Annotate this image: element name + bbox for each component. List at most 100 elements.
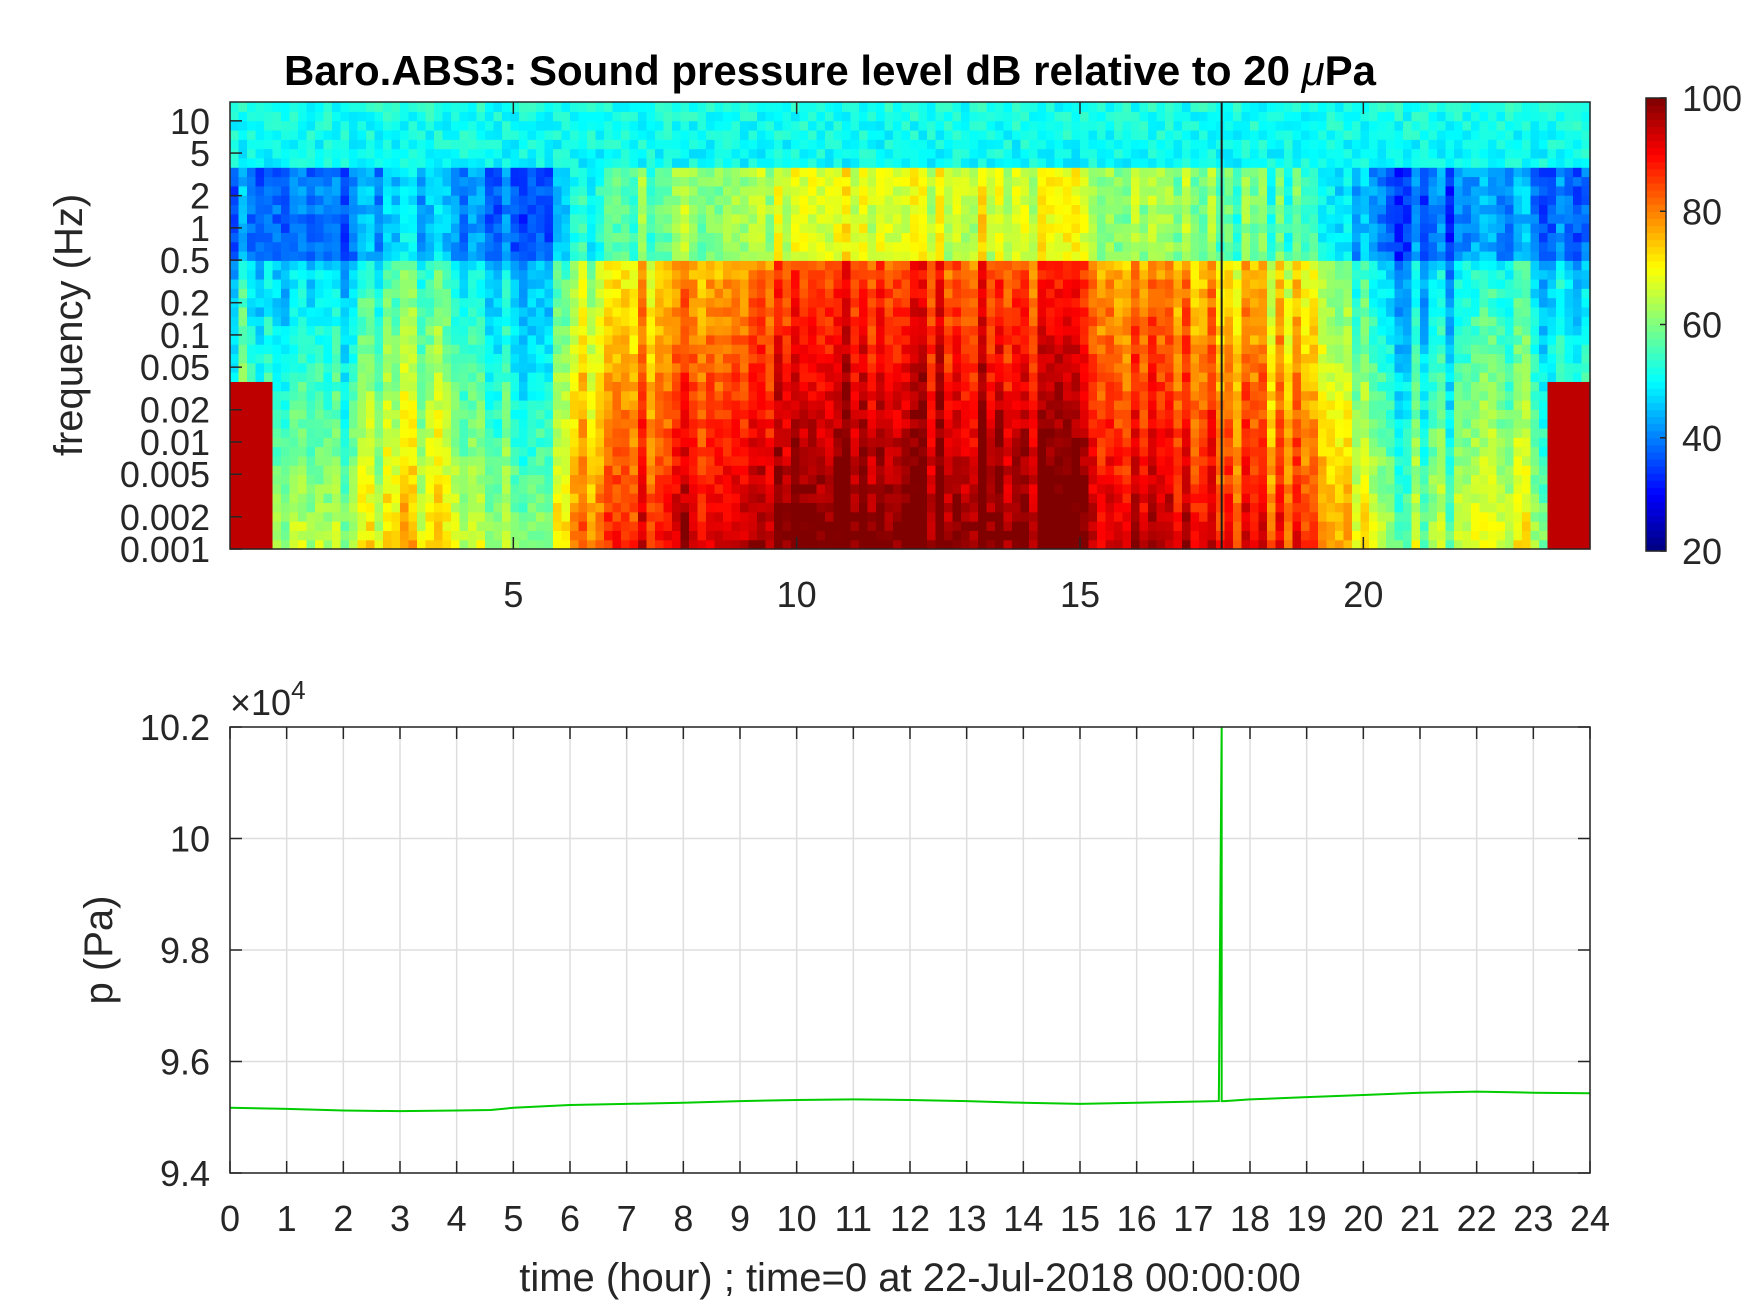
spectrogram-cell	[689, 511, 699, 522]
spectrogram-cell	[289, 278, 299, 289]
spectrogram-cell	[374, 390, 384, 401]
spectrogram-cell	[247, 409, 257, 420]
spectrogram-cell	[646, 418, 656, 429]
spectrogram-cell	[782, 223, 792, 233]
spectrogram-cell	[281, 297, 291, 308]
spectrogram-cell	[604, 539, 614, 550]
spectrogram-cell	[850, 334, 860, 345]
spectrogram-cell	[816, 409, 826, 420]
spectrogram-cell	[850, 288, 860, 299]
spectrogram-cell	[451, 176, 461, 187]
spectrogram-cell	[714, 502, 724, 513]
spectrogram-cell	[442, 120, 452, 131]
spectrogram-cell	[315, 390, 325, 401]
spectrogram-cell	[289, 102, 299, 112]
spectrogram-cell	[663, 539, 673, 550]
spectrogram-cell	[434, 316, 444, 327]
spectrogram-cell	[808, 474, 818, 485]
spectrogram-cell	[612, 353, 622, 364]
spectrogram-cell	[349, 334, 359, 345]
spectrogram-cell	[578, 325, 588, 336]
spectrogram-cell	[553, 521, 563, 531]
spectrogram-cell	[1012, 260, 1022, 271]
spectrogram-cell	[842, 437, 852, 448]
spectrogram-cell	[451, 241, 461, 252]
spectrogram-cell	[553, 325, 563, 336]
spectrogram-cell	[646, 521, 656, 531]
spectrogram-cell	[366, 102, 376, 112]
spectrogram-cell	[995, 381, 1005, 392]
spectrogram-cell	[1105, 120, 1115, 131]
spectrogram-cell	[281, 493, 291, 504]
spectrogram-cell	[638, 465, 648, 476]
spectrogram-cell	[425, 409, 435, 420]
spectrogram-cell	[884, 139, 894, 150]
spectrogram-cell	[289, 120, 299, 131]
spectrogram-cell	[595, 232, 605, 243]
spectrogram-cell	[570, 195, 580, 206]
spectrogram-cell	[859, 539, 869, 550]
spectrogram-cell	[621, 381, 631, 392]
spectrogram-cell	[850, 409, 860, 420]
spectrogram-cell	[952, 232, 962, 243]
spectrogram-cell	[816, 204, 826, 215]
spectrogram-cell	[434, 129, 444, 140]
spectrogram-cell	[1080, 427, 1090, 438]
spectrogram-cell	[561, 334, 571, 345]
spectrogram-cell	[850, 306, 860, 317]
spectrogram-cell	[434, 111, 444, 122]
spectrogram-cell	[595, 223, 605, 233]
spectrogram-cell	[1080, 316, 1090, 327]
spectrogram-cell	[952, 418, 962, 429]
spectrogram-cell	[689, 195, 699, 206]
spectrogram-cell	[281, 232, 291, 243]
spectrogram-cell	[400, 213, 410, 224]
spectrogram-cell	[884, 474, 894, 485]
spectrogram-cell	[332, 493, 342, 504]
spectrogram-cell	[1088, 260, 1098, 271]
spectrogram-cell	[544, 353, 554, 364]
spectrogram-cell	[1037, 129, 1047, 140]
spectrogram-cell	[578, 409, 588, 420]
spectrogram-cell	[595, 511, 605, 522]
spectrogram-cell	[519, 474, 529, 485]
spectrogram-cell	[357, 409, 367, 420]
spectrogram-cell	[1012, 511, 1022, 522]
spectrogram-cell	[731, 390, 741, 401]
spectrogram-cell	[859, 325, 869, 336]
spectrogram-cell	[493, 223, 503, 233]
spectrogram-cell	[425, 362, 435, 373]
spectrogram-cell	[1046, 344, 1056, 355]
spectrogram-cell	[612, 251, 622, 261]
spectrogram-cell	[910, 260, 920, 271]
spectrogram-cell	[1097, 427, 1107, 438]
spectrogram-cell	[340, 493, 350, 504]
spectrogram-cell	[408, 306, 418, 317]
spectrogram-cell	[842, 409, 852, 420]
spectrogram-cell	[578, 232, 588, 243]
spectrogram-cell	[918, 204, 928, 215]
spectrogram-cell	[901, 129, 911, 140]
spectrogram-cell	[289, 465, 299, 476]
spectrogram-cell	[357, 306, 367, 317]
spectrogram-cell	[332, 223, 342, 233]
spectrogram-cell	[893, 362, 903, 373]
spectrogram-cell	[357, 185, 367, 196]
spectrogram-cell	[825, 530, 835, 541]
spectrogram-cell	[417, 353, 427, 364]
spectrogram-cell	[357, 232, 367, 243]
spectrogram-cell	[663, 372, 673, 382]
spectrogram-cell	[765, 288, 775, 299]
spectrogram-cell	[1012, 465, 1022, 476]
spectrogram-cell	[315, 223, 325, 233]
spectrogram-cell	[952, 316, 962, 327]
spectrogram-cell	[876, 511, 886, 522]
spectrogram-cell	[782, 539, 792, 550]
spectrogram-cell	[961, 502, 971, 513]
spectrogram-cell	[714, 539, 724, 550]
spectrogram-cell	[1020, 251, 1030, 261]
spectrogram-cell	[332, 362, 342, 373]
spectrogram-cell	[323, 260, 333, 271]
spectrogram-cell	[510, 157, 520, 168]
spectrogram-cell	[621, 260, 631, 271]
